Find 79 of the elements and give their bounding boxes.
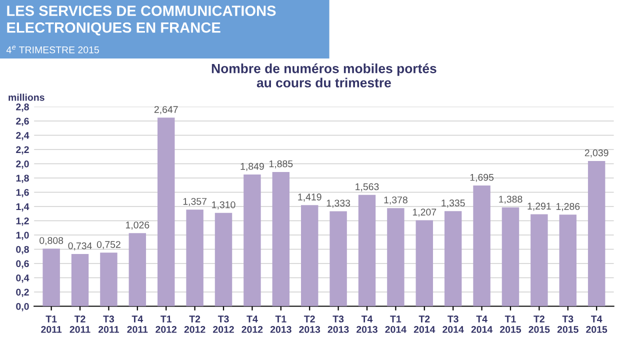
y-tick-label: 2,4 <box>16 132 30 140</box>
data-label: 1,291 <box>528 202 551 211</box>
y-axis-title: millions <box>8 94 44 101</box>
chart-title: Nombre de numéros mobiles portés au cours du trimestre <box>212 63 436 88</box>
data-label: 1,849 <box>240 162 264 171</box>
y-tick-label: 2,0 <box>16 160 29 169</box>
data-label: 1,310 <box>212 201 236 210</box>
x-tick-label: T1 2015 <box>500 316 522 333</box>
bar <box>473 185 490 306</box>
y-tick-label: 0,2 <box>16 288 29 298</box>
data-label: 1,333 <box>326 200 350 208</box>
x-tick-label: T3 2013 <box>328 316 349 333</box>
x-tick-label: T1 2013 <box>270 316 292 333</box>
y-tick-label: 1,0 <box>16 232 29 240</box>
bar <box>71 254 89 306</box>
data-label: 0,734 <box>68 242 92 250</box>
data-label: 2,647 <box>154 106 178 114</box>
data-label: 1,388 <box>499 196 522 204</box>
data-label: 1,378 <box>384 196 408 205</box>
x-tick-label: T1 2014 <box>385 316 406 333</box>
data-label: 1,695 <box>470 174 494 182</box>
x-tick-label: T2 2011 <box>70 316 90 333</box>
bar <box>186 210 204 306</box>
bar <box>330 211 347 306</box>
x-tick-label: T1 2012 <box>156 316 177 333</box>
bar <box>358 194 376 306</box>
y-tick-label: 1,4 <box>16 203 30 212</box>
bar <box>100 252 118 306</box>
data-label: 1,335 <box>442 200 465 208</box>
x-tick-label: T3 2015 <box>557 316 578 333</box>
x-tick-label: T2 2013 <box>299 316 320 333</box>
x-tick-label: T1 2011 <box>41 316 62 333</box>
bar <box>559 214 576 306</box>
data-label: 1,419 <box>298 194 322 202</box>
y-tick-label: 0,6 <box>16 260 29 269</box>
bar <box>244 174 261 306</box>
y-tick-label: 0,8 <box>16 246 29 254</box>
data-label: 0,808 <box>40 237 64 246</box>
y-tick-label: 1,6 <box>16 188 29 198</box>
y-tick-label: 2,2 <box>16 146 29 155</box>
data-label: 1,207 <box>412 208 436 217</box>
y-tick-label: 0,4 <box>16 274 30 283</box>
y-tick-label: 2,6 <box>16 118 29 126</box>
bar <box>416 220 433 306</box>
bar <box>272 172 290 306</box>
bar <box>128 233 146 306</box>
data-label: 1,563 <box>356 183 379 192</box>
x-tick-label: T4 2011 <box>127 316 148 333</box>
y-tick-label: 2,8 <box>16 103 29 112</box>
bar <box>42 248 60 306</box>
x-tick-label: T3 2012 <box>213 316 234 333</box>
bar <box>444 211 462 306</box>
bar <box>588 160 606 306</box>
text: LES SERVICES DE COMMUNICATIONS ELECTRONIQUES EN FRANCE <box>7 6 276 36</box>
x-tick-label: T3 2014 <box>442 316 464 333</box>
data-label: 1,885 <box>269 160 293 168</box>
data-label: 1,357 <box>183 198 206 206</box>
y-tick-label: 0,0 <box>16 302 29 312</box>
x-tick-label: T2 2012 <box>184 316 206 333</box>
data-label: 1,026 <box>126 222 150 230</box>
text: 4$^{e}$ TRIMESTRE 2015 <box>6 46 99 54</box>
bar <box>502 207 520 306</box>
bar <box>158 118 175 306</box>
x-tick-label: T3 2011 <box>98 316 119 333</box>
x-tick-label: T2 2014 <box>414 316 436 333</box>
bar <box>530 214 548 306</box>
bar <box>300 205 318 306</box>
x-tick-label: T4 2013 <box>356 316 378 333</box>
y-tick-label: 1,8 <box>16 174 29 184</box>
y-tick-label: 1,2 <box>16 217 29 226</box>
x-tick-label: T2 2015 <box>528 316 550 333</box>
x-tick-label: T4 2014 <box>471 316 493 333</box>
bar <box>387 208 404 306</box>
bar <box>214 212 232 306</box>
x-tick-label: T4 2015 <box>586 316 608 333</box>
x-tick-label: T4 2012 <box>242 316 263 333</box>
data-label: 1,286 <box>556 203 580 212</box>
data-label: 0,752 <box>96 241 120 250</box>
data-label: 2,039 <box>584 149 608 158</box>
